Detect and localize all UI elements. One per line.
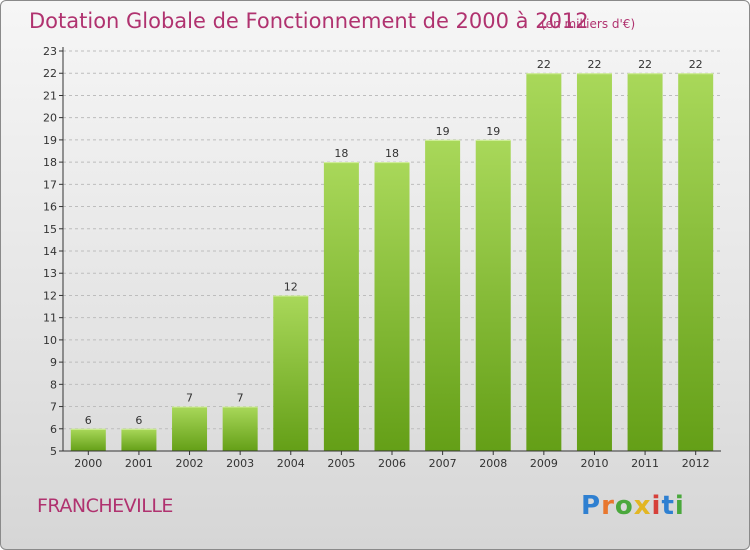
x-tick-label: 2006: [378, 457, 406, 470]
logo-letter: t: [661, 491, 675, 521]
logo-letter: i: [674, 491, 685, 521]
bar-2009: [526, 73, 562, 451]
logo-letter: x: [633, 491, 652, 521]
axes: 5 6 7 8 9 10 11 12 13 14 15 16 17 18 19 20 21 22 23 2000 200…: [43, 45, 721, 470]
bar-value-label: 22: [638, 58, 652, 71]
bar-value-label: 18: [385, 147, 399, 160]
y-tick-label: 6: [50, 423, 57, 436]
bar-2002: [172, 406, 208, 451]
x-tick-label: 2003: [226, 457, 254, 470]
bar-value-label: 22: [537, 58, 551, 71]
x-tick-label: 2011: [631, 457, 659, 470]
x-tick-label: 2007: [429, 457, 457, 470]
x-tick-label: 2010: [580, 457, 608, 470]
y-tick-label: 8: [50, 378, 57, 391]
bar-value-label: 19: [486, 125, 500, 138]
bar-value-label: 19: [436, 125, 450, 138]
y-tick-label: 5: [50, 445, 57, 458]
commune-name: FRANCHEVILLE: [37, 495, 173, 517]
y-tick-label: 22: [43, 67, 57, 80]
logo-letter: i: [651, 491, 662, 521]
y-tick-label: 17: [43, 178, 57, 191]
bar-value-label: 7: [186, 392, 193, 405]
y-tick-label: 12: [43, 289, 57, 302]
y-tick-label: 16: [43, 201, 57, 214]
bar-value-label: 12: [284, 280, 298, 293]
bar-2000: [70, 428, 106, 451]
logo-letter: r: [601, 491, 615, 521]
bar-value-label: 6: [135, 414, 142, 427]
y-tick-label: 9: [50, 356, 57, 369]
logo-letter: P: [581, 491, 602, 521]
bar-2003: [222, 406, 258, 451]
y-tick-label: 18: [43, 156, 57, 169]
bar-value-label: 6: [85, 414, 92, 427]
y-tick-label: 10: [43, 334, 57, 347]
x-tick-label: 2009: [530, 457, 558, 470]
logo-letter: o: [614, 491, 634, 521]
y-tick-label: 19: [43, 134, 57, 147]
x-tick-label: 2001: [125, 457, 153, 470]
bar-value-label: 18: [334, 147, 348, 160]
y-tick-label: 15: [43, 223, 57, 236]
bar-2011: [627, 73, 663, 451]
chart-subtitle: (en milliers d'€): [541, 17, 636, 31]
y-tick-label: 23: [43, 45, 57, 58]
bar-value-label: 22: [689, 58, 703, 71]
bar-value-label: 7: [237, 392, 244, 405]
y-tick-label: 14: [43, 245, 57, 258]
bar-value-label: 22: [587, 58, 601, 71]
bar-2012: [678, 73, 714, 451]
bars: 6 6 7 7 12 18 18 19 19 22 22 22 22: [70, 58, 714, 451]
y-tick-label: 11: [43, 312, 57, 325]
bar-2010: [576, 73, 612, 451]
bar-2008: [475, 139, 511, 451]
x-tick-label: 2012: [682, 457, 710, 470]
y-tick-label: 21: [43, 89, 57, 102]
bar-2007: [425, 139, 461, 451]
proxiti-logo: Proxiti: [581, 491, 685, 521]
x-tick-label: 2004: [277, 457, 305, 470]
bar-2006: [374, 162, 410, 451]
x-tick-label: 2005: [327, 457, 355, 470]
bar-2004: [273, 295, 309, 451]
x-tick-label: 2002: [176, 457, 204, 470]
y-tick-label: 7: [50, 401, 57, 414]
bar-2001: [121, 428, 157, 451]
y-tick-label: 20: [43, 112, 57, 125]
x-tick-label: 2000: [74, 457, 102, 470]
chart-title: Dotation Globale de Fonctionnement de 20…: [29, 9, 589, 33]
x-tick-label: 2008: [479, 457, 507, 470]
y-tick-label: 13: [43, 267, 57, 280]
bar-2005: [323, 162, 359, 451]
